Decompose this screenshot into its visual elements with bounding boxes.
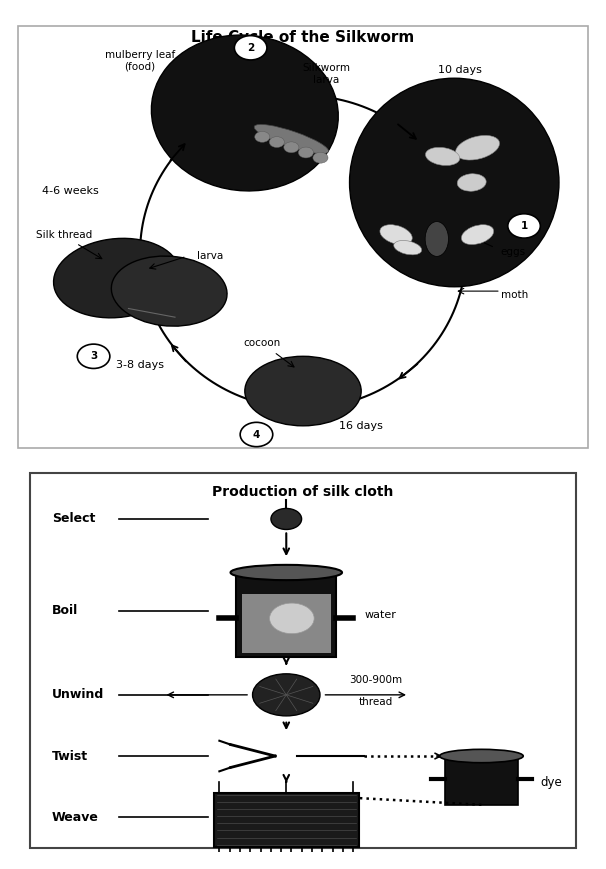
Text: cocoon: cocoon <box>244 338 281 348</box>
Ellipse shape <box>458 174 486 191</box>
Text: Silk thread: Silk thread <box>36 229 93 240</box>
Text: Twist: Twist <box>52 750 88 762</box>
Text: dye: dye <box>540 775 562 788</box>
Text: Weave: Weave <box>52 811 99 824</box>
Text: 1: 1 <box>521 221 528 231</box>
Text: 300-900m: 300-900m <box>349 675 402 686</box>
Text: 3: 3 <box>90 351 97 362</box>
Text: larva: larva <box>197 251 223 262</box>
Ellipse shape <box>254 124 328 154</box>
Text: mulberry leaf
(food): mulberry leaf (food) <box>105 50 175 71</box>
Text: eggs: eggs <box>501 247 526 257</box>
Text: Production of silk cloth: Production of silk cloth <box>212 485 394 499</box>
Text: 4-6 weeks: 4-6 weeks <box>42 186 99 196</box>
Text: water: water <box>364 609 396 620</box>
Ellipse shape <box>245 356 361 426</box>
Ellipse shape <box>298 147 313 158</box>
Ellipse shape <box>269 136 284 148</box>
Ellipse shape <box>394 241 422 255</box>
FancyBboxPatch shape <box>236 573 336 657</box>
Ellipse shape <box>255 131 270 143</box>
Ellipse shape <box>456 136 499 160</box>
Text: Life Cycle of the Silkworm: Life Cycle of the Silkworm <box>191 30 415 45</box>
Text: 10 days: 10 days <box>438 64 482 75</box>
FancyBboxPatch shape <box>445 756 518 805</box>
Ellipse shape <box>230 565 342 580</box>
Ellipse shape <box>112 256 227 326</box>
Text: Boil: Boil <box>52 604 78 617</box>
Text: 4: 4 <box>253 429 260 440</box>
Ellipse shape <box>461 225 494 244</box>
Ellipse shape <box>253 673 320 716</box>
Text: moth: moth <box>501 290 528 301</box>
Ellipse shape <box>425 148 460 165</box>
Text: 16 days: 16 days <box>339 421 383 431</box>
Ellipse shape <box>271 508 302 529</box>
Ellipse shape <box>380 225 412 244</box>
Ellipse shape <box>313 152 328 163</box>
Circle shape <box>235 36 267 60</box>
Text: Select: Select <box>52 513 96 526</box>
FancyBboxPatch shape <box>18 26 588 448</box>
Circle shape <box>508 214 541 238</box>
Ellipse shape <box>270 603 314 634</box>
Text: Unwind: Unwind <box>52 688 104 701</box>
FancyBboxPatch shape <box>214 793 359 846</box>
Text: Silkworm
larva: Silkworm larva <box>302 63 350 84</box>
Text: thread: thread <box>358 697 393 706</box>
Circle shape <box>240 422 273 447</box>
FancyBboxPatch shape <box>30 473 576 848</box>
Text: 2: 2 <box>247 43 255 53</box>
Ellipse shape <box>152 35 338 191</box>
Ellipse shape <box>439 749 523 763</box>
Ellipse shape <box>284 142 299 153</box>
FancyBboxPatch shape <box>242 594 331 653</box>
Ellipse shape <box>350 78 559 287</box>
Text: 3-8 days: 3-8 days <box>116 360 164 370</box>
Ellipse shape <box>425 222 448 256</box>
Ellipse shape <box>53 238 180 318</box>
Circle shape <box>78 344 110 368</box>
